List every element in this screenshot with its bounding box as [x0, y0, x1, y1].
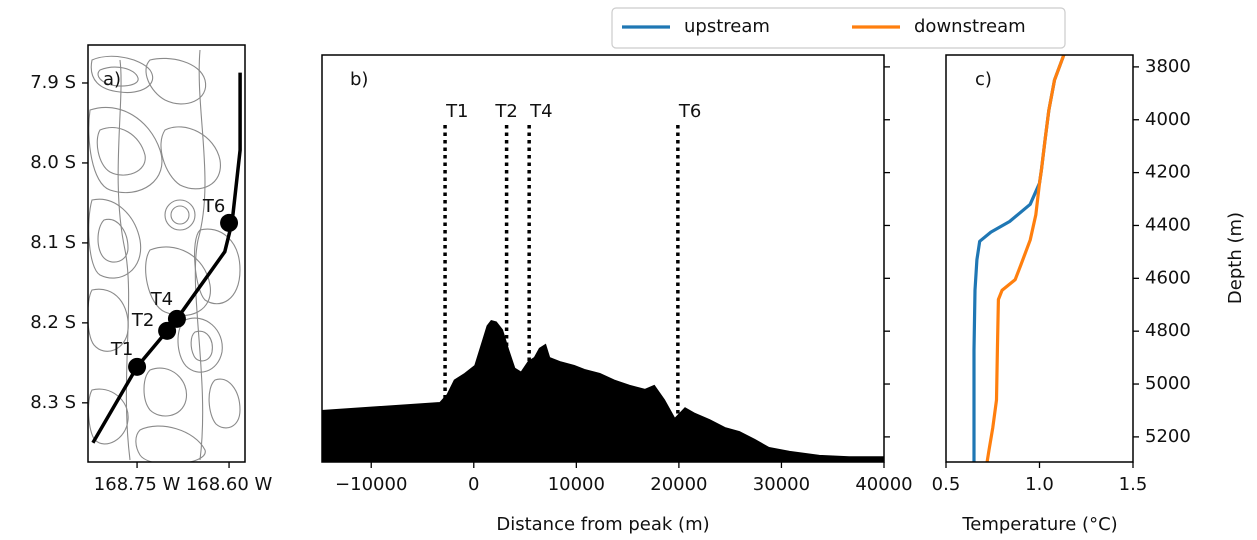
x-tick-label: 1.0 — [1025, 474, 1054, 495]
station-label: T2 — [131, 310, 154, 331]
y-tick-label: 4400 — [1145, 214, 1191, 235]
seafloor-profile — [321, 320, 885, 463]
y-tick-label: 8.0 S — [30, 152, 76, 173]
y-tick-label: 4200 — [1145, 162, 1191, 183]
station-marker — [220, 213, 239, 232]
y-axis-label: Depth (m) — [1225, 212, 1246, 304]
x-tick-label: 20000 — [650, 474, 707, 495]
station-label: T2 — [494, 101, 517, 122]
y-tick-label: 4800 — [1145, 320, 1191, 341]
station-marker — [167, 309, 186, 328]
x-tick-label: 168.60 W — [186, 474, 273, 495]
y-tick-label: 4600 — [1145, 267, 1191, 288]
x-axis-label: Temperature (°C) — [961, 514, 1117, 535]
axes-frame — [945, 54, 1134, 463]
station-label: T1 — [445, 101, 468, 122]
station-label: T6 — [678, 101, 701, 122]
station-label: T1 — [110, 339, 133, 360]
y-tick-label: 8.3 S — [30, 392, 76, 413]
y-tick-label: 5000 — [1145, 373, 1191, 394]
legend-label: downstream — [914, 16, 1026, 37]
bathymetry-contours — [88, 49, 241, 462]
station-label: T4 — [150, 289, 173, 310]
axes-frame — [321, 54, 885, 463]
x-tick-label: 30000 — [753, 474, 810, 495]
y-tick-label: 8.1 S — [30, 232, 76, 253]
panel-label: a) — [103, 69, 121, 90]
y-tick-label: 3800 — [1145, 56, 1191, 77]
x-tick-label: 40000 — [855, 474, 912, 495]
profile-line — [985, 54, 1066, 463]
x-tick-label: 168.75 W — [94, 474, 181, 495]
x-axis-label: Distance from peak (m) — [496, 514, 709, 535]
legend-box — [611, 7, 1066, 49]
station-label: T6 — [202, 196, 225, 217]
x-tick-label: 0.5 — [932, 474, 961, 495]
axes-frame — [87, 44, 246, 463]
panel-label: c) — [975, 69, 992, 90]
station-label: T4 — [529, 101, 552, 122]
x-tick-label: 10000 — [548, 474, 605, 495]
x-tick-label: 0 — [468, 474, 479, 495]
y-tick-label: 7.9 S — [30, 72, 76, 93]
station-marker — [158, 321, 177, 340]
panel-label: b) — [350, 69, 368, 90]
x-tick-label: 1.5 — [1119, 474, 1148, 495]
y-tick-label: 5200 — [1145, 426, 1191, 447]
profile-line — [972, 54, 1066, 462]
legend-label: upstream — [684, 16, 770, 37]
y-tick-label: 8.2 S — [30, 312, 76, 333]
x-tick-label: −10000 — [335, 474, 407, 495]
y-tick-label: 4000 — [1145, 109, 1191, 130]
station-marker — [128, 357, 147, 376]
